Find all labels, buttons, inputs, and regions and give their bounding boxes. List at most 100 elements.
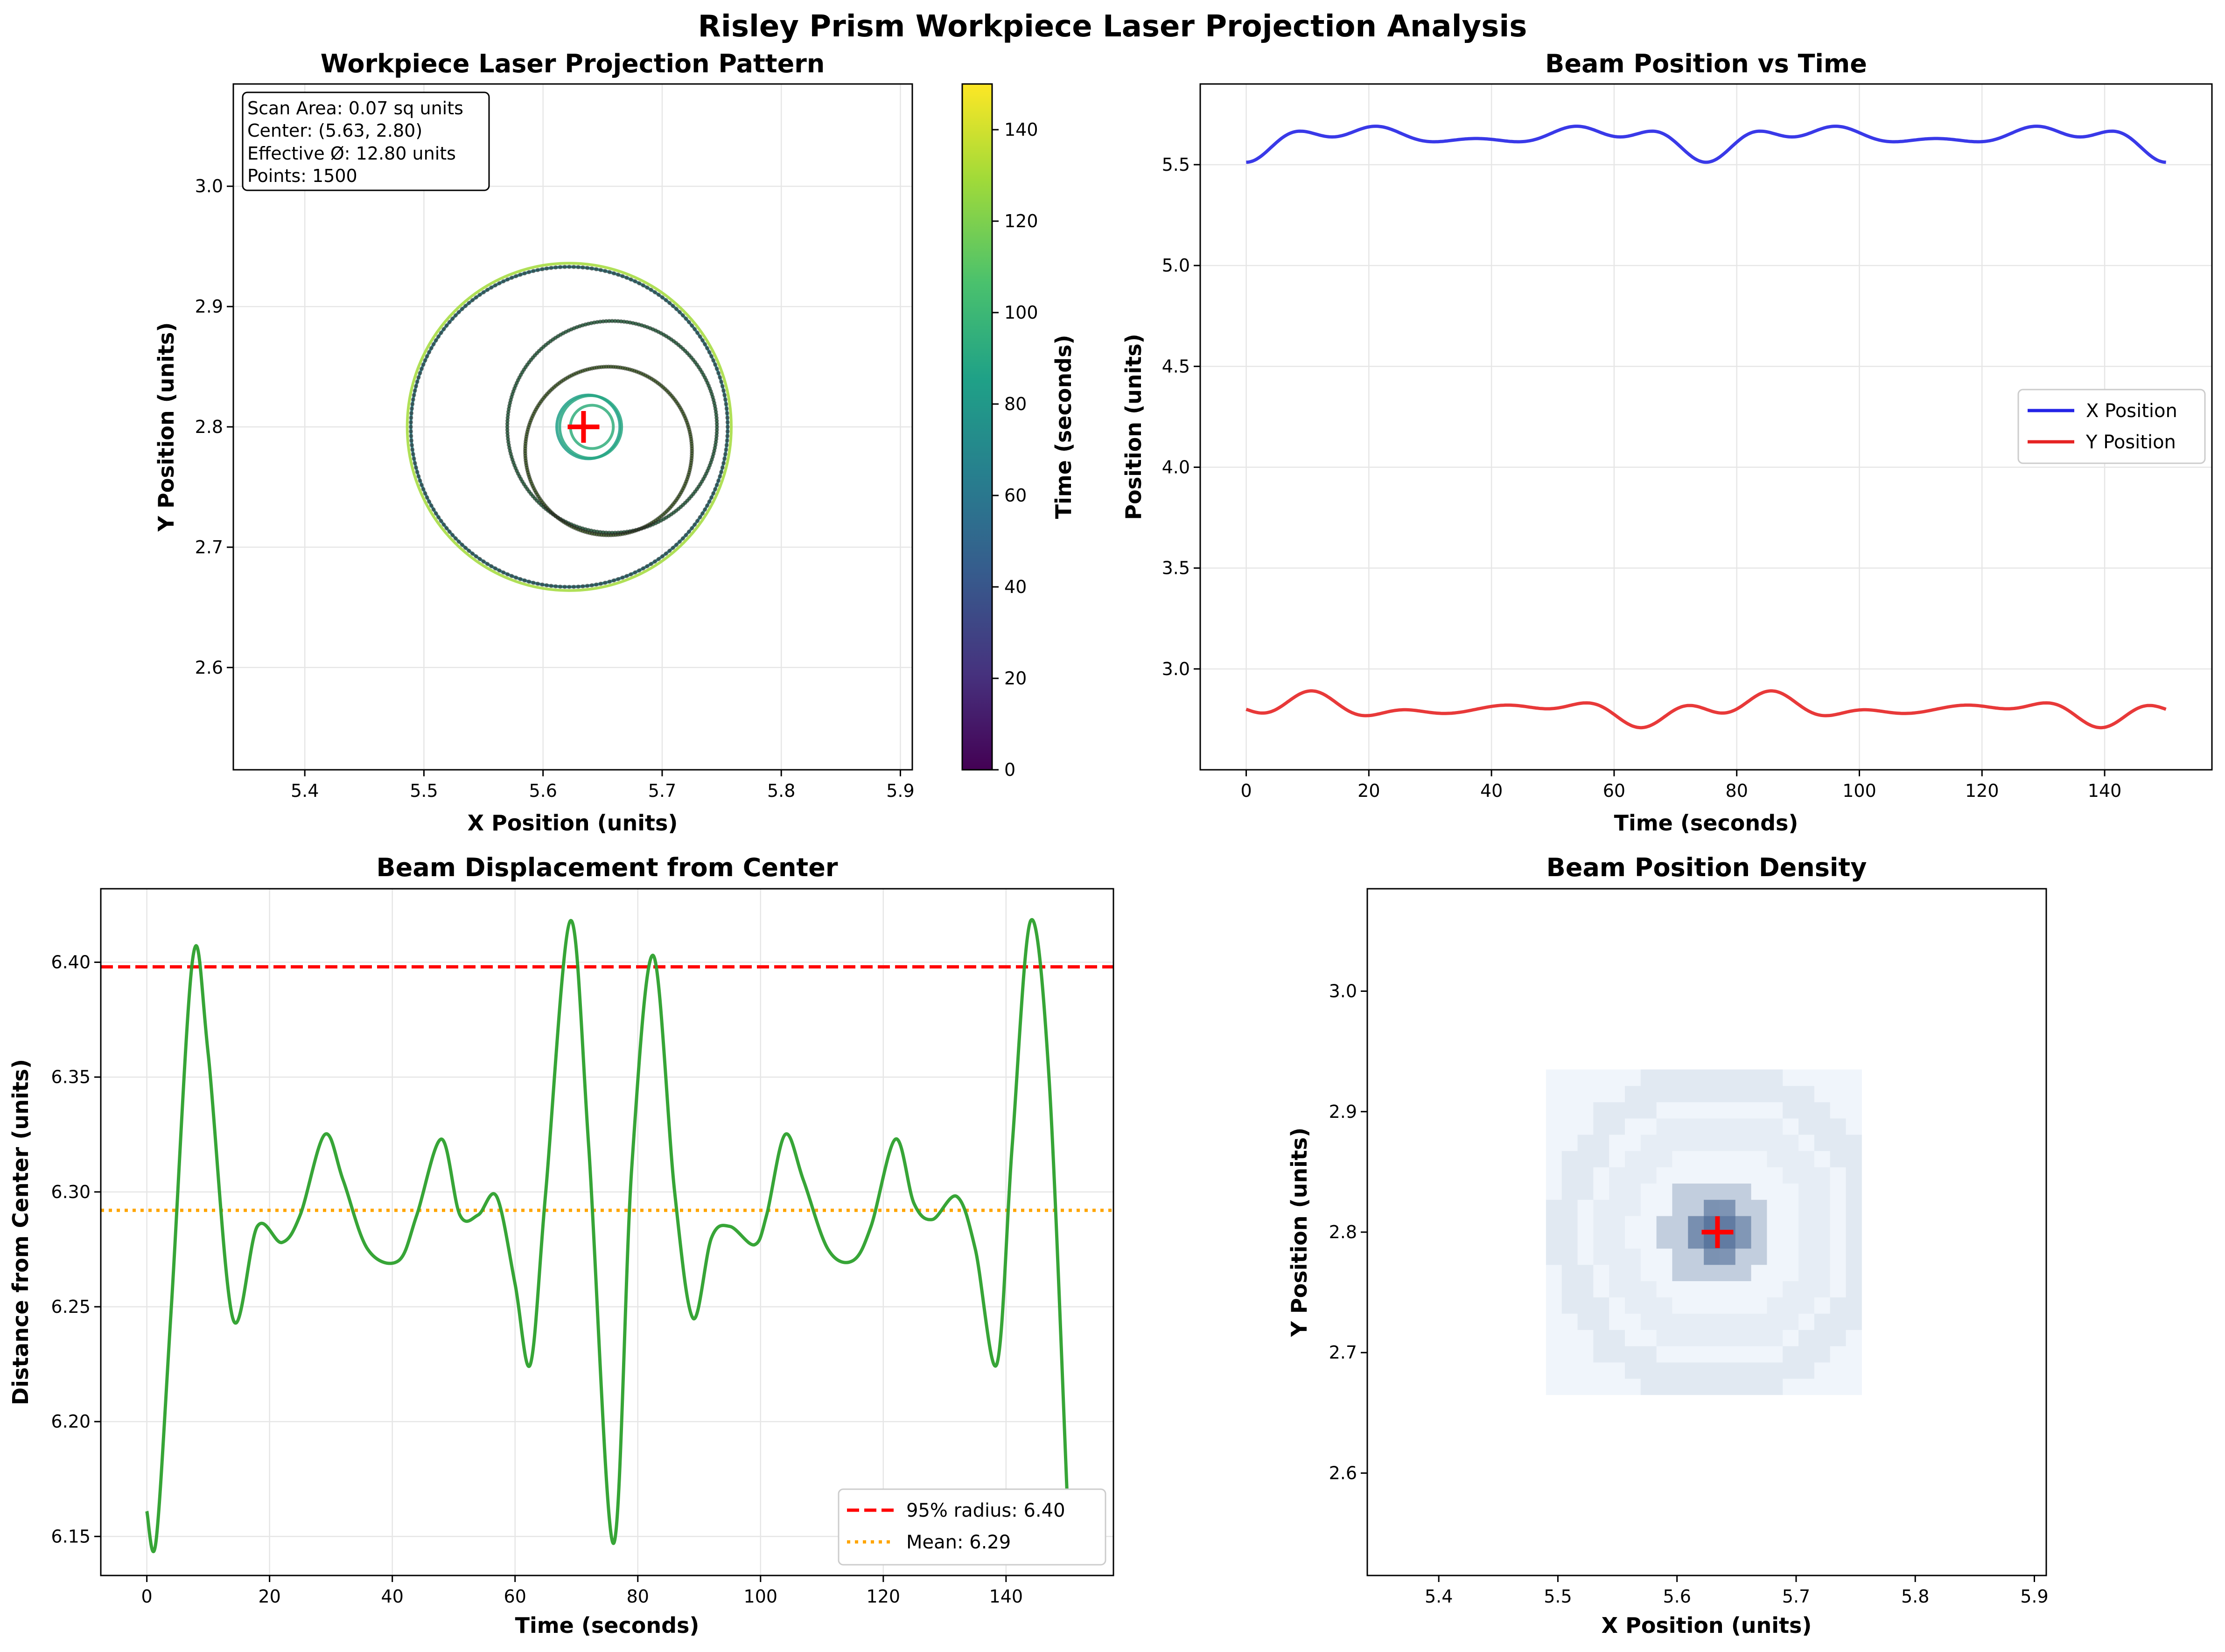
density-cell [1625,1330,1641,1346]
density-cell [1593,1134,1609,1151]
scatter-point [518,272,523,277]
info-box: Scan Area: 0.07 sq units Center: (5.63, … [242,91,490,191]
scatter-point [410,443,414,447]
density-cell [1751,1118,1767,1135]
scatter-point [567,585,572,589]
scatter-point [553,265,558,270]
density-cell [1830,1199,1847,1216]
density-cell [1546,1313,1562,1330]
density-cell [1593,1216,1609,1233]
density-cell [1814,1281,1831,1297]
scatter-point [505,431,510,435]
scatter-point [409,415,413,420]
x-tick-label: 0 [141,1586,153,1607]
density-cell [1767,1102,1783,1119]
density-cell [1830,1297,1847,1314]
scatter-point [720,384,725,389]
density-cell [1593,1297,1609,1314]
scatter-point [686,320,691,324]
density-cell [1751,1069,1767,1086]
density-cell [1735,1216,1752,1233]
density-cell [1719,1150,1736,1168]
density-cell [1798,1102,1815,1119]
density-cell [1577,1346,1594,1363]
density-cell [1672,1199,1688,1216]
scatter-point [629,572,633,577]
density-cell [1846,1086,1862,1102]
scatter-point [444,323,449,328]
density-cell [1735,1330,1752,1346]
density-cell [1798,1199,1815,1216]
legend-p95-label: 95% radius: 6.40 [906,1500,1065,1521]
scatter-point [510,574,514,579]
scatter-point [707,499,712,504]
density-cell [1704,1183,1720,1200]
density-cell [1546,1346,1562,1363]
density-cell [1625,1378,1641,1395]
scatter-point [677,310,682,314]
density-cell [1625,1362,1641,1379]
scatter-point [545,583,549,588]
scatter-point [637,281,642,286]
scatter-point [412,393,416,397]
density-cell [1672,1069,1688,1086]
density-cell [1704,1346,1720,1363]
density-cell [1830,1086,1847,1102]
scatter-point [545,266,549,271]
panel-b-title: Beam Position vs Time [1545,49,1867,78]
displacement-line [145,918,1069,1554]
scatter-point [690,526,694,530]
density-cell [1593,1199,1609,1216]
density-cell [1846,1264,1862,1282]
density-cell [1767,1069,1783,1086]
scatter-point [703,507,707,512]
density-cell [1656,1362,1672,1379]
scatter-point [664,551,668,556]
y-tick-label: 3.5 [1162,558,1190,579]
panel-c-frame [100,888,1114,1576]
panel-a-ylabel: Y Position (units) [154,322,179,532]
x-tick-label: 140 [989,1586,1023,1607]
density-cell [1656,1313,1672,1330]
density-cell [1688,1102,1704,1119]
scatter-point [680,536,685,541]
density-cell [1783,1199,1799,1216]
scatter-point [408,429,413,434]
scatter-point [447,530,452,534]
density-cell [1561,1346,1578,1363]
scatter-point [637,568,642,573]
panel-c-marks [101,918,1113,1554]
density-cell [1798,1330,1815,1346]
scatter-point [439,330,443,335]
density-cell [1593,1150,1609,1168]
density-cell [1640,1232,1657,1249]
y-tick-label: 3.0 [1162,659,1190,679]
scatter-point [441,327,446,332]
scatter-point [714,431,719,435]
density-cell [1751,1167,1767,1184]
density-cell [1798,1362,1815,1379]
density-cell [1830,1134,1847,1151]
scatter-point [613,319,617,323]
panel-c-ylabel: Distance from Center (units) [8,1059,33,1405]
y-tick-label: 6.20 [51,1411,91,1432]
density-cell [1625,1346,1641,1363]
scatter-point [411,452,415,456]
density-cell [1814,1378,1831,1395]
density-cell [1735,1069,1752,1086]
x-tick-label: 20 [1357,781,1380,801]
scatter-point [649,562,653,566]
scatter-point [722,393,727,397]
scatter-point [725,429,730,434]
scatter-point [652,290,657,294]
density-cell [1798,1313,1815,1330]
density-cell [1846,1281,1862,1297]
density-cell [1656,1102,1672,1119]
density-cell [1814,1086,1831,1102]
x-tick-label: 40 [1480,781,1503,801]
scatter-point [553,584,558,589]
density-cell [1546,1167,1562,1184]
colorbar-ticks: 0 20 40 60 80 100 120 140 [992,119,1038,780]
density-cell [1767,1313,1783,1330]
density-cell [1814,1069,1831,1086]
